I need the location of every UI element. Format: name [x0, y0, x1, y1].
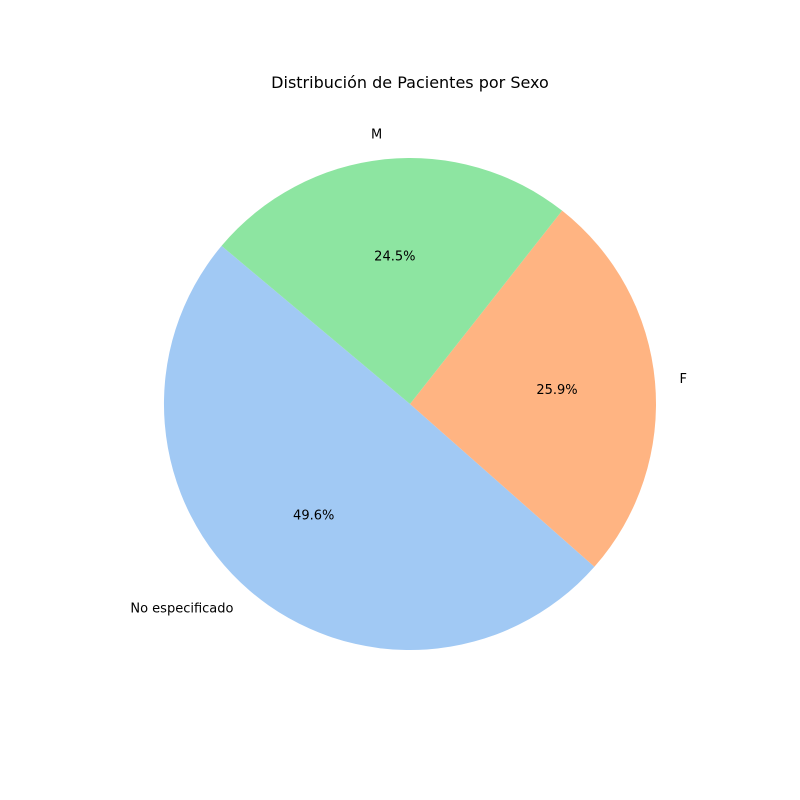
pie-slice-m: [221, 157, 563, 404]
chart-title: Distribución de Pacientes por Sexo: [271, 73, 549, 92]
slice-label: M: [371, 127, 382, 142]
pie-slice-no-especificado: [163, 245, 595, 651]
slice-label: F: [679, 372, 686, 387]
slice-percentage-label: 24.5%: [374, 250, 415, 265]
pie-labels: No especificado 49.6% F 25.9% M 24.5%: [130, 127, 687, 616]
slice-percentage-label: 49.6%: [293, 508, 334, 523]
slice-percentage-label: 25.9%: [536, 383, 577, 398]
slice-label: No especificado: [130, 602, 233, 617]
pie-slices: [163, 157, 656, 651]
pie-slice-f: [410, 210, 656, 567]
